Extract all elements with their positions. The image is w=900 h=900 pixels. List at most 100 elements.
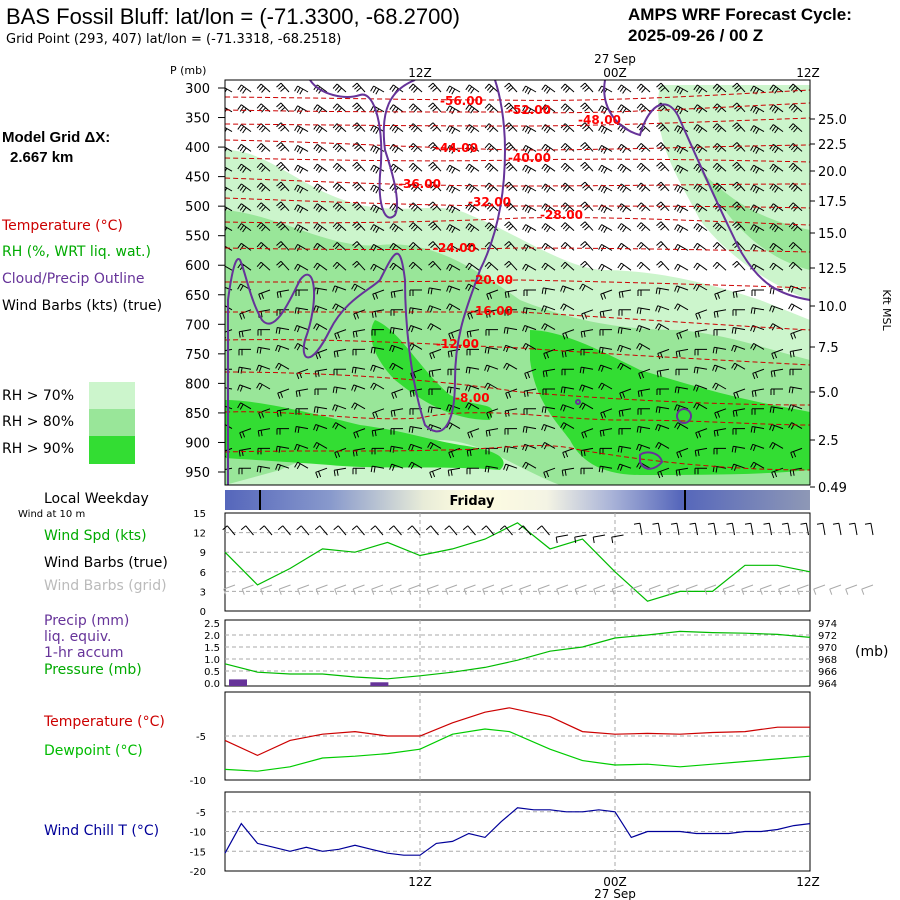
wind-barb [541,183,556,193]
wind-barb [237,84,252,94]
wind-barb [693,262,708,271]
wind-barb [522,164,537,174]
wind-barb [560,303,575,311]
wind-barb [446,125,461,135]
wind-barb [332,182,347,192]
wind-barb [313,406,328,414]
wind-barb [407,525,421,536]
wind-barb [769,84,784,94]
wind-chill-tick-label: -5 [196,808,206,819]
wind-barb [676,447,689,459]
wind-barb [427,305,442,313]
wind-barb [294,325,309,333]
wind-barb [656,142,670,152]
wind-barb [313,183,328,193]
wind-barb [352,260,366,271]
wind-frame [224,512,811,612]
wind-barb [276,408,290,417]
wind-barb [693,183,708,193]
wind-barb [714,408,727,419]
wind-barb [332,123,347,133]
top-time-tick-label: 00Z [603,66,627,80]
pressure-tick-label: 550 [185,230,210,245]
bottom-time-tick-label: 00Z [603,875,627,889]
wind-barb [503,463,518,471]
wind-barb [504,142,518,152]
pressure-tick-label: 974 [818,619,837,630]
wind-barb [504,181,518,192]
wind-barb [769,424,784,432]
wind-barb [225,146,233,153]
wind-barb [788,182,803,192]
wind-barb [750,243,765,252]
wind-barb [789,368,802,376]
wind-barb [429,467,442,479]
wind-barb [313,262,328,271]
wind-barb [788,222,803,232]
isotherm-label: -48.00 [578,113,621,127]
wind-barb [225,348,233,352]
wind-barb [617,183,632,193]
rh-swatch-80 [89,409,135,436]
wind-tick-label: 6 [200,568,206,579]
bottom-time-tick-label: 12Z [796,875,820,889]
isotherm-label: -8.00 [455,391,490,405]
wind-barb [428,388,441,395]
wind-barb [370,263,385,272]
wind-barb [225,305,233,311]
wind-barb [447,368,460,376]
wind-barb [352,102,366,113]
wind-barb [408,426,423,433]
wind-barb [750,85,765,95]
wind-barb [732,102,746,113]
wind-barb [598,164,613,174]
wind-barb [504,201,518,212]
legend-temperature: Temperature (°C) [2,218,123,234]
wind-barb [503,362,518,371]
wind-barb [256,465,271,473]
wind-barb [541,323,556,331]
rh-legend-70: RH > 70% [2,388,75,404]
wind-barb [731,344,746,353]
wind-barb [389,445,404,453]
wind-barb [237,402,252,410]
wind-barb [371,584,384,595]
wind-barb [693,366,708,374]
wind-barb [675,348,689,358]
wind-barb [408,443,423,452]
height-tick-label: 5.0 [818,386,839,401]
height-tick-label: 2.5 [818,434,839,449]
wind-barb [500,584,513,595]
pressure-tick-label: 600 [185,259,210,274]
height-tick-label: 0.49 [818,481,847,496]
wind-barb [636,325,651,333]
wind-barb [352,329,366,338]
wind-barb [428,221,442,231]
wind-barb [713,428,727,437]
wind-barb [352,181,366,192]
pressure-tick-label: 500 [185,200,210,215]
wind-barb [769,183,784,193]
wind-barb [334,447,347,459]
wind-barb [408,325,423,333]
wind-barb [655,441,670,450]
bottom-date-label: 27 Sep [594,887,636,900]
wind-barb [751,289,764,296]
wind-barb [574,584,587,595]
wind-barb [444,525,458,536]
wind-barb [598,364,613,372]
temperature-tick-label: -10 [190,776,206,787]
isotherm-line [225,339,810,366]
wind-barb [332,422,347,430]
wind-barb [332,103,347,113]
wind-barb [352,584,365,595]
isotherm-line [225,217,810,226]
wind-barb [258,289,271,300]
wind-barb [580,142,594,152]
wind-barb [750,224,765,234]
wind-barb [370,525,384,536]
wind-barb [617,223,632,233]
wind-barb [408,182,423,192]
wind-barb [657,467,670,479]
wind-barb [770,368,784,378]
